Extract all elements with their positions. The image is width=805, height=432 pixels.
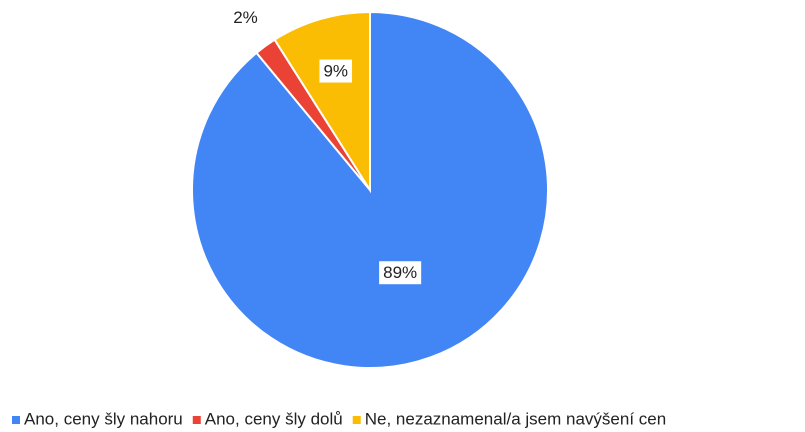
legend-swatch <box>12 416 20 424</box>
legend-swatch <box>352 416 361 424</box>
legend-label: Ne, nezaznamenal/a jsem navýšení cen <box>365 409 666 428</box>
data-label: 89% <box>383 263 417 282</box>
data-label-bg <box>379 261 422 285</box>
pie-slice <box>273 10 371 194</box>
legend-label: Ano, ceny šly dolů <box>205 409 343 428</box>
pie-slice <box>191 10 549 369</box>
data-label-bg <box>319 59 353 83</box>
data-label: 2% <box>233 8 258 27</box>
legend-label: Ano, ceny šly nahoru <box>24 409 183 428</box>
legend-swatch <box>192 416 201 424</box>
data-label: 9% <box>323 62 348 81</box>
